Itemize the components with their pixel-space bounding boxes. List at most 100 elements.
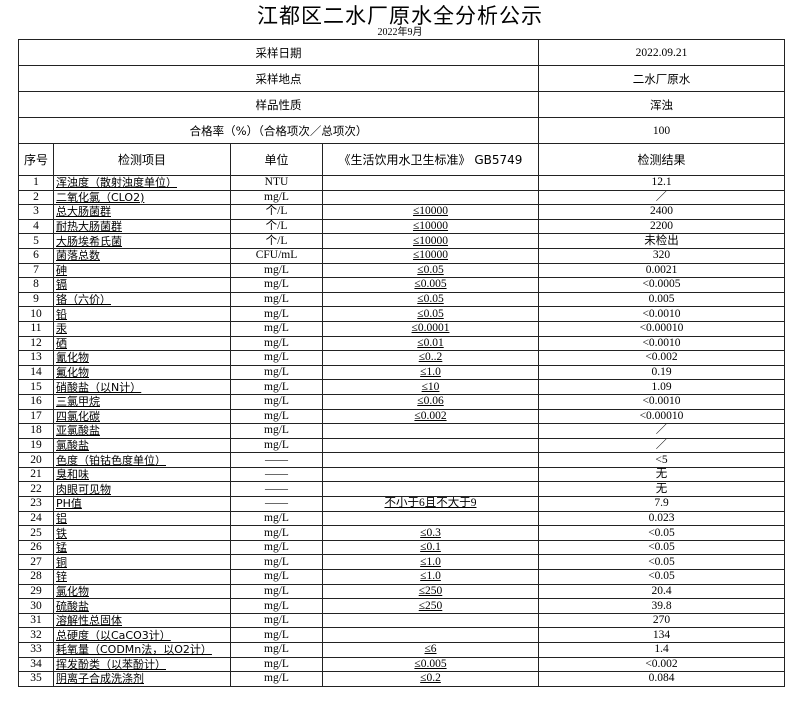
row-seq: 26 xyxy=(18,539,54,556)
row-standard xyxy=(322,627,539,643)
row-seq: 35 xyxy=(18,671,54,687)
table-row: 11 汞 mg/L ≤0.0001 <0.00010 xyxy=(18,320,785,337)
row-standard: ≤0.3 xyxy=(322,525,539,541)
row-result: <0.05 xyxy=(538,525,785,541)
meta-row-sampling-location: 采样地点 二水厂原水 xyxy=(18,65,785,92)
meta-value: 2022.09.21 xyxy=(538,39,785,66)
row-unit: —— xyxy=(230,452,323,468)
row-result: <0.002 xyxy=(538,350,785,366)
table-row: 6 菌落总数 CFU/mL ≤10000 320 xyxy=(18,247,785,264)
row-result: 未检出 xyxy=(538,233,785,249)
table-row: 9 铬（六价） mg/L ≤0.05 0.005 xyxy=(18,291,785,308)
table-row: 25 铁 mg/L ≤0.3 <0.05 xyxy=(18,525,785,541)
meta-row-sampling-date: 采样日期 2022.09.21 xyxy=(18,39,785,66)
table-row: 33 耗氧量（CODMn法，以O2计） mg/L ≤6 1.4 xyxy=(18,642,785,658)
page-title: 江都区二水厂原水全分析公示 xyxy=(257,4,543,28)
row-item: 氯酸盐 xyxy=(53,437,231,454)
row-result: 20.4 xyxy=(538,583,785,600)
row-result: 0.0021 xyxy=(538,262,785,279)
table-row: 24 铝 mg/L 0.023 xyxy=(18,510,785,527)
row-seq: 24 xyxy=(18,510,54,527)
row-standard: ≤0.01 xyxy=(322,335,539,352)
row-item: 亚氯酸盐 xyxy=(53,423,231,439)
row-item: 阴离子合成洗涤剂 xyxy=(53,671,231,687)
meta-label: 合格率（%）（合格项次／总项次） xyxy=(18,117,539,144)
row-unit: mg/L xyxy=(230,364,323,381)
row-result: 0.005 xyxy=(538,291,785,308)
row-result: <0.05 xyxy=(538,539,785,556)
table-header: 序号 检测项目 单位 《生活饮用水卫生标准》 GB5749 检测结果 xyxy=(18,143,785,176)
row-item: 铬（六价） xyxy=(53,291,231,308)
row-seq: 23 xyxy=(18,496,54,512)
row-unit: mg/L xyxy=(230,554,323,571)
meta-value: 浑浊 xyxy=(538,91,785,118)
table-row: 10 铅 mg/L ≤0.05 <0.0010 xyxy=(18,306,785,322)
row-standard: ≤1.0 xyxy=(322,569,539,585)
row-standard: ≤0.1 xyxy=(322,539,539,556)
row-standard xyxy=(322,189,539,206)
row-standard: ≤250 xyxy=(322,598,539,614)
row-result: <0.0010 xyxy=(538,335,785,352)
row-result: 12.1 xyxy=(538,175,785,191)
meta-label: 采样日期 xyxy=(18,39,539,66)
row-seq: 22 xyxy=(18,481,54,498)
row-unit: CFU/mL xyxy=(230,247,323,264)
row-item: 硒 xyxy=(53,335,231,352)
row-item: PH值 xyxy=(53,496,231,512)
row-unit: mg/L xyxy=(230,598,323,614)
row-unit: mg/L xyxy=(230,379,323,395)
row-item: 汞 xyxy=(53,320,231,337)
row-seq: 3 xyxy=(18,204,54,220)
row-result: <0.05 xyxy=(538,554,785,571)
row-unit: mg/L xyxy=(230,350,323,366)
row-unit: mg/L xyxy=(230,189,323,206)
row-seq: 15 xyxy=(18,379,54,395)
row-result: 2200 xyxy=(538,218,785,235)
row-standard: ≤10 xyxy=(322,379,539,395)
row-seq: 8 xyxy=(18,277,54,293)
table-row: 13 氰化物 mg/L ≤0..2 <0.002 xyxy=(18,350,785,366)
row-item: 氯化物 xyxy=(53,583,231,600)
row-unit: mg/L xyxy=(230,423,323,439)
row-seq: 25 xyxy=(18,525,54,541)
table-row: 35 阴离子合成洗涤剂 mg/L ≤0.2 0.084 xyxy=(18,671,785,687)
table-row: 29 氯化物 mg/L ≤250 20.4 xyxy=(18,583,785,600)
row-standard: ≤0.0001 xyxy=(322,320,539,337)
table-row: 16 三氯甲烷 mg/L ≤0.06 <0.0010 xyxy=(18,393,785,410)
row-seq: 31 xyxy=(18,612,54,629)
row-result: ／ xyxy=(538,437,785,454)
header-result: 检测结果 xyxy=(538,143,785,176)
table-row: 34 挥发酚类（以苯酚计） mg/L ≤0.005 <0.002 xyxy=(18,656,785,673)
row-standard: 不小于6且不大于9 xyxy=(322,496,539,512)
row-seq: 19 xyxy=(18,437,54,454)
row-seq: 34 xyxy=(18,656,54,673)
row-unit: mg/L xyxy=(230,656,323,673)
row-standard: ≤0.005 xyxy=(322,277,539,293)
row-result: 无 xyxy=(538,466,785,483)
header-standard: 《生活饮用水卫生标准》 GB5749 xyxy=(322,143,539,176)
row-seq: 21 xyxy=(18,466,54,483)
row-unit: mg/L xyxy=(230,671,323,687)
row-standard xyxy=(322,423,539,439)
table-row: 3 总大肠菌群 个/L ≤10000 2400 xyxy=(18,204,785,220)
row-result: <0.0010 xyxy=(538,393,785,410)
page-subtitle: 2022年9月 xyxy=(377,27,423,38)
row-item: 铅 xyxy=(53,306,231,322)
row-unit: —— xyxy=(230,496,323,512)
row-standard: ≤0.05 xyxy=(322,291,539,308)
row-seq: 16 xyxy=(18,393,54,410)
row-item: 铜 xyxy=(53,554,231,571)
table-row: 5 大肠埃希氏菌 个/L ≤10000 未检出 xyxy=(18,233,785,249)
row-item: 砷 xyxy=(53,262,231,279)
table-row: 2 二氧化氯（CLO2) mg/L ／ xyxy=(18,189,785,206)
table-row: 22 肉眼可见物 —— 无 xyxy=(18,481,785,498)
row-seq: 13 xyxy=(18,350,54,366)
row-standard: ≤0..2 xyxy=(322,350,539,366)
row-unit: mg/L xyxy=(230,510,323,527)
row-standard xyxy=(322,452,539,468)
row-result: 320 xyxy=(538,247,785,264)
row-standard: ≤6 xyxy=(322,642,539,658)
row-seq: 4 xyxy=(18,218,54,235)
table-row: 23 PH值 —— 不小于6且不大于9 7.9 xyxy=(18,496,785,512)
table-row: 32 总硬度（以CaCO3计） mg/L 134 xyxy=(18,627,785,643)
